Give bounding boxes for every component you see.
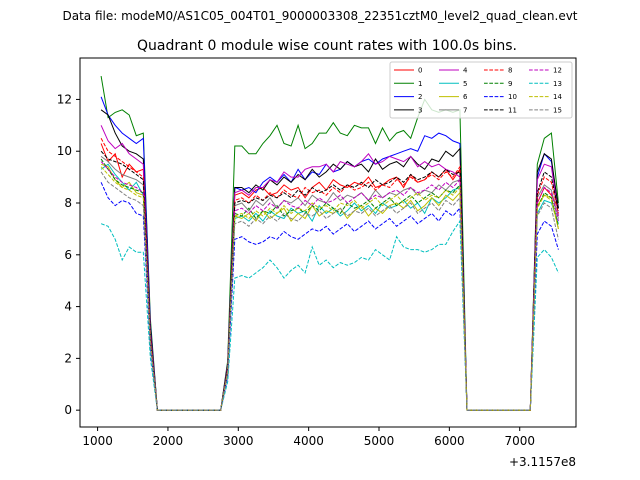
y-tick-label: 6 [64,248,72,262]
plot-frame [79,57,577,428]
legend-label-0: 0 [418,67,422,75]
legend-label-11: 11 [508,106,517,114]
y-tick-label: 8 [64,196,72,210]
x-tick-label: 2000 [153,434,184,448]
legend-label-13: 13 [553,80,562,88]
x-axis: 1000 2000 3000 4000 5000 6000 7000 [82,427,535,448]
legend-label-10: 10 [508,93,517,101]
series-line-3 [100,109,559,411]
series-line-14 [100,166,559,411]
y-tick-label: 2 [64,351,72,365]
series-line-10 [100,182,559,411]
legend-label-14: 14 [553,93,562,101]
series-line-11 [100,150,559,411]
series-line-13 [100,219,559,411]
series-line-2 [100,96,559,411]
x-tick-label: 7000 [504,434,535,448]
legend-label-9: 9 [508,80,512,88]
legend-label-5: 5 [463,80,467,88]
x-tick-label: 6000 [434,434,465,448]
series-line-1 [100,76,559,411]
series-line-0 [100,143,559,411]
x-tick-label: 4000 [293,434,324,448]
legend-box [389,61,573,119]
legend-label-7: 7 [463,106,467,114]
legend-label-15: 15 [553,106,562,114]
series-line-4 [100,125,559,411]
series-line-12 [100,161,559,411]
legend-label-3: 3 [418,106,422,114]
series-line-5 [100,163,559,411]
legend-label-12: 12 [553,67,562,75]
legend-label-1: 1 [418,80,422,88]
series-line-15 [100,171,559,411]
series-line-9 [100,158,559,411]
x-tick-label: 5000 [364,434,395,448]
series-line-8 [100,138,559,411]
y-tick-label: 12 [57,92,72,106]
x-tick-label: 3000 [223,434,254,448]
y-tick-label: 0 [64,403,72,417]
legend-label-8: 8 [508,67,512,75]
legend-label-2: 2 [418,93,422,101]
y-axis: 0 2 4 6 8 10 12 [57,92,80,417]
series-line-6 [100,163,559,411]
series-lines [100,76,559,411]
x-tick-label: 1000 [82,434,113,448]
chart-title: Quadrant 0 module wise count rates with … [137,38,517,54]
legend-label-6: 6 [463,93,468,101]
x-axis-offset-label: +3.1157e8 [509,455,576,469]
figure-suptitle: Data file: modeM0/AS1C05_004T01_90000033… [62,9,577,23]
y-tick-label: 4 [64,300,72,314]
legend-label-4: 4 [463,67,468,75]
series-line-7 [100,155,559,411]
y-tick-label: 10 [57,144,72,158]
